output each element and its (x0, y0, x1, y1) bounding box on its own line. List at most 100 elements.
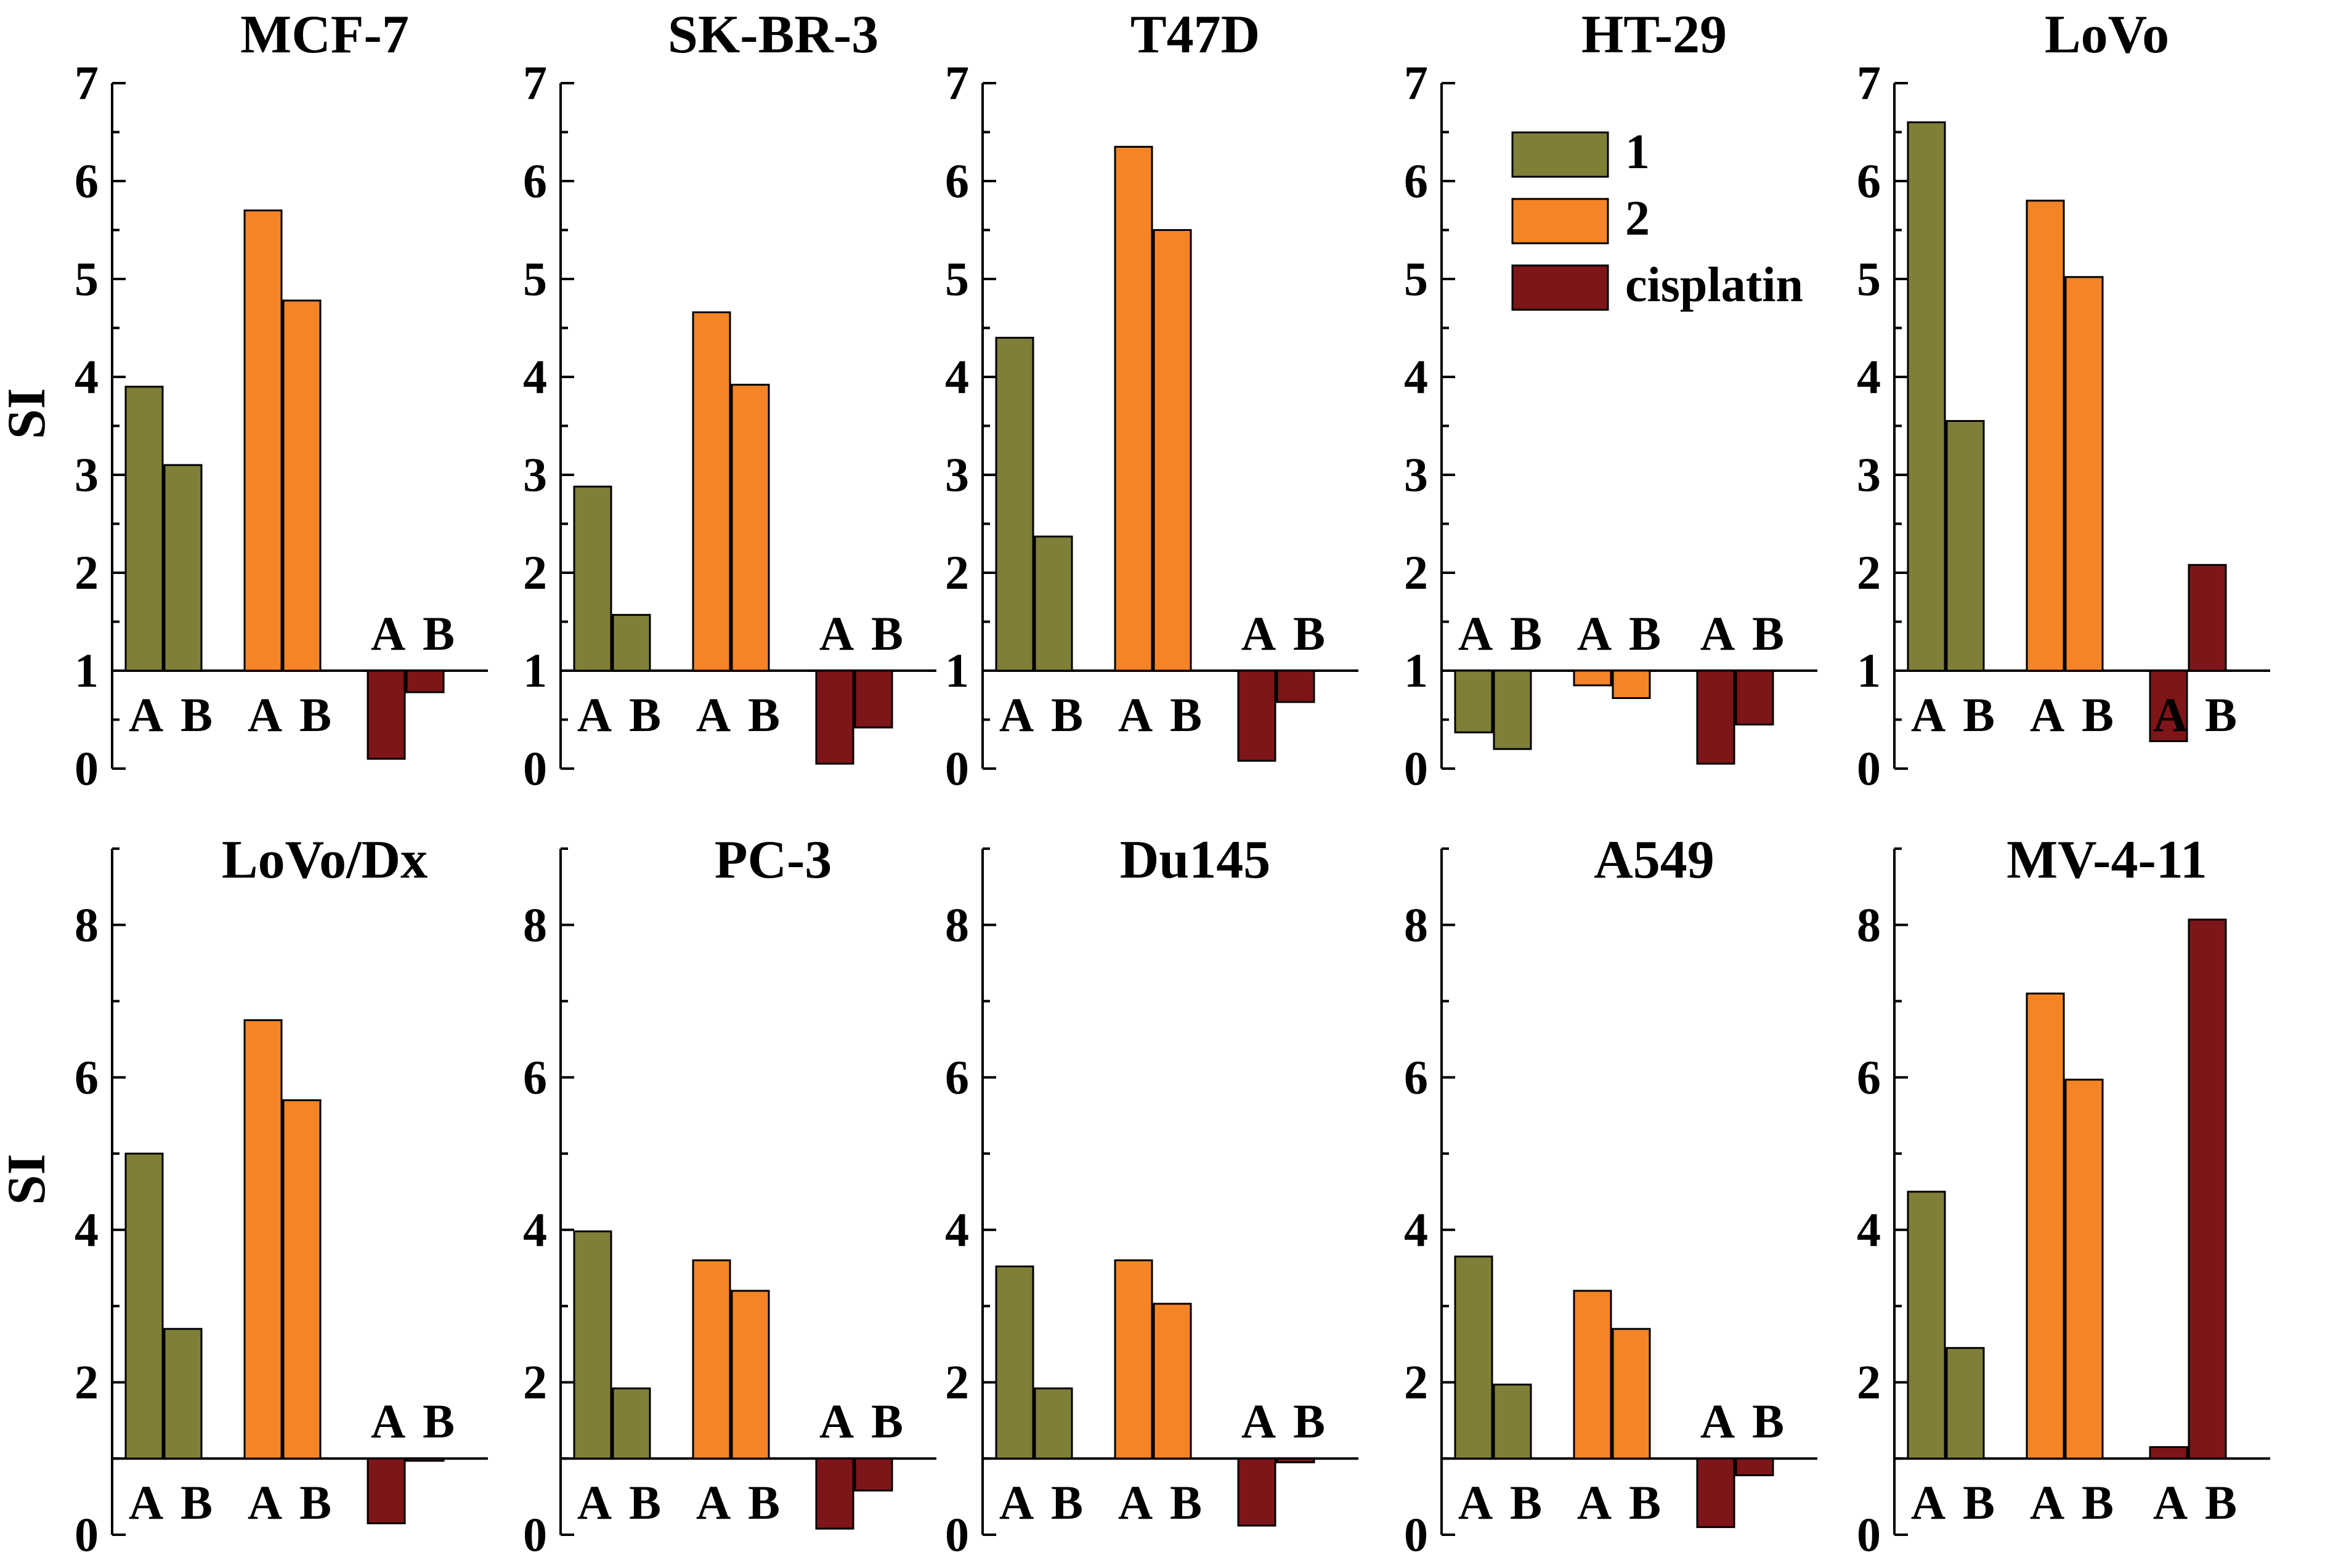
bar-label-b: B (1051, 1476, 1083, 1529)
bar-1-a (124, 386, 164, 672)
bar-2-b (731, 1290, 770, 1460)
legend-label-2: 2 (1625, 192, 1650, 246)
bar-cisplatin-a (1696, 669, 1735, 765)
y-tick-label: 0 (1404, 742, 1428, 795)
bar-label-b: B (299, 1476, 331, 1529)
bar-cisplatin-a (2149, 669, 2188, 742)
bar-label-b: B (871, 607, 903, 660)
y-tick-label: 5 (1404, 252, 1428, 305)
bar-label-a: A (1911, 688, 1946, 742)
bar-2-a (2026, 200, 2065, 672)
bar-label-a: A (819, 607, 854, 660)
y-tick-label: 7 (523, 56, 547, 110)
bar-label-a: A (1241, 1394, 1276, 1448)
bar-2-b (731, 384, 770, 672)
bar-label-b: B (2205, 1476, 2237, 1529)
bar-1-b (1034, 535, 1073, 672)
y-tick-label: 4 (523, 350, 547, 403)
bar-cisplatin-a (367, 669, 406, 760)
bar-cisplatin-a (367, 1457, 406, 1524)
bar-2-a (243, 1019, 283, 1460)
y-tick-label: 4 (1857, 1203, 1881, 1256)
bar-2-b (1153, 1303, 1192, 1460)
bar-1-a (995, 1265, 1034, 1460)
y-tick-label: 3 (75, 448, 99, 501)
y-tick-label: 4 (75, 350, 99, 403)
bar-1-b (163, 1328, 203, 1460)
y-tick-label: 2 (1857, 1355, 1881, 1408)
bar-cisplatin-b (2188, 918, 2227, 1460)
bar-cisplatin-b (854, 669, 893, 729)
bar-cisplatin-a (1696, 1457, 1735, 1529)
y-tick-label: 4 (1857, 350, 1881, 403)
bar-label-b: B (629, 1476, 661, 1529)
bar-1-a (995, 336, 1034, 672)
panel-title: PC-3 (715, 830, 832, 890)
bar-2-a (1573, 669, 1612, 687)
y-tick-label: 3 (523, 448, 547, 501)
bar-1-b (1946, 1347, 1985, 1460)
bar-cisplatin-b (1735, 669, 1774, 725)
y-tick-label: 8 (1857, 898, 1881, 952)
bar-label-b: B (181, 1476, 213, 1529)
y-tick-label: 3 (945, 448, 969, 501)
bar-2-b (1153, 229, 1192, 672)
y-tick-label: 7 (945, 56, 969, 110)
bar-label-a: A (2030, 1476, 2064, 1529)
bar-2-b (1612, 1328, 1651, 1460)
bar-label-b: B (629, 688, 661, 742)
bar-label-b: B (1293, 1394, 1325, 1448)
bar-label-a: A (999, 688, 1034, 742)
y-axis-label: SI (0, 1154, 57, 1205)
bar-label-b: B (1510, 1476, 1542, 1529)
bar-label-b: B (1293, 607, 1325, 660)
legend-swatch-2 (1511, 198, 1609, 244)
bar-cisplatin-b (854, 1457, 893, 1492)
bar-1-b (163, 464, 203, 672)
bar-1-b (612, 613, 651, 672)
bar-2-a (1114, 1259, 1153, 1460)
bar-label-b: B (1629, 1476, 1661, 1529)
y-tick-label: 1 (523, 644, 547, 697)
y-tick-label: 6 (1857, 154, 1881, 208)
bar-label-b: B (1170, 1476, 1202, 1529)
y-tick-label: 2 (945, 546, 969, 599)
bar-label-b: B (1963, 688, 1995, 742)
bar-label-a: A (1118, 688, 1153, 742)
bar-cisplatin-b (405, 669, 445, 693)
bar-label-a: A (129, 688, 163, 742)
bar-1-b (1034, 1387, 1073, 1460)
bar-label-a: A (1700, 1394, 1735, 1448)
bar-label-a: A (1577, 1476, 1612, 1529)
bar-label-a: A (696, 688, 731, 742)
y-tick-label: 2 (1404, 1355, 1428, 1408)
bar-1-a (1907, 1190, 1946, 1460)
bar-cisplatin-b (1735, 1457, 1774, 1476)
bar-cisplatin-b (1276, 669, 1315, 703)
legend-label-1: 1 (1625, 125, 1650, 179)
y-tick-label: 2 (1857, 546, 1881, 599)
y-tick-label: 4 (523, 1203, 547, 1256)
bar-label-a: A (819, 1394, 854, 1448)
bar-label-b: B (2082, 688, 2114, 742)
bar-label-a: A (2153, 688, 2188, 742)
y-tick-label: 3 (1404, 448, 1428, 501)
panel-title: SK-BR-3 (668, 5, 878, 65)
bar-1-b (1946, 420, 1985, 672)
bar-label-b: B (1629, 607, 1661, 660)
y-tick-label: 2 (523, 546, 547, 599)
y-tick-label: 5 (1857, 252, 1881, 305)
y-tick-label: 1 (75, 644, 99, 697)
bar-2-b (282, 299, 322, 672)
bar-1-a (1907, 121, 1946, 672)
y-tick-label: 2 (945, 1355, 969, 1408)
y-tick-label: 7 (1857, 56, 1881, 110)
